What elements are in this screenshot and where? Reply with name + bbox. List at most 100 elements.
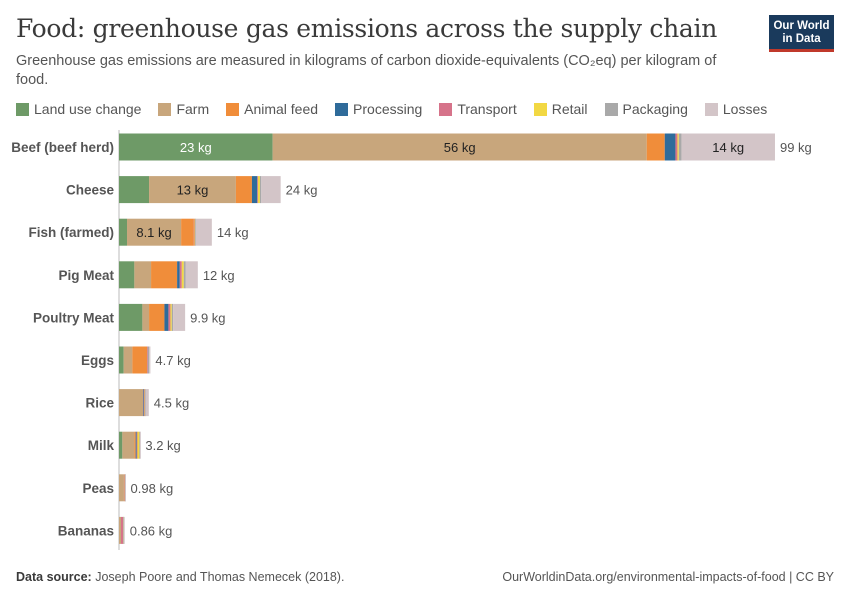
category-label: Rice xyxy=(85,396,114,411)
category-label: Beef (beef herd) xyxy=(11,140,114,155)
total-value-label: 12 kg xyxy=(203,268,235,283)
source-url-link[interactable]: OurWorldinData.org/environmental-impacts… xyxy=(502,570,834,584)
bar-segment-losses[interactable] xyxy=(681,133,775,161)
legend-label: Packaging xyxy=(622,101,688,117)
bar-segment-retail[interactable] xyxy=(144,389,146,417)
bar-segment-processing[interactable] xyxy=(143,389,144,417)
bar-segment-packaging[interactable] xyxy=(144,389,146,417)
bar-segment-farm[interactable] xyxy=(123,346,133,374)
bar-segment-farm[interactable] xyxy=(127,218,182,246)
legend-label: Land use change xyxy=(34,101,142,117)
bar-segment-animal-feed[interactable] xyxy=(181,218,194,246)
total-value-label: 9.9 kg xyxy=(190,310,225,325)
bar-segment-losses[interactable] xyxy=(145,389,149,417)
bar-segment-retail[interactable] xyxy=(170,303,172,331)
bar-segment-retail[interactable] xyxy=(137,431,140,459)
bar-segment-packaging[interactable] xyxy=(171,303,174,331)
bar-segment-packaging[interactable] xyxy=(183,261,186,289)
bar-segment-packaging[interactable] xyxy=(123,516,124,544)
bar-segment-land-use-change[interactable] xyxy=(119,176,150,204)
total-value-label: 14 kg xyxy=(217,225,249,240)
category-label: Eggs xyxy=(81,353,114,368)
bar-segment-farm[interactable] xyxy=(119,474,124,502)
bar-segment-retail[interactable] xyxy=(677,133,679,161)
bar-segment-transport[interactable] xyxy=(675,133,678,161)
bar-segment-losses[interactable] xyxy=(125,474,126,502)
legend-item-processing[interactable]: Processing xyxy=(335,101,422,117)
legend-swatch xyxy=(16,102,29,116)
legend-item-retail[interactable]: Retail xyxy=(533,101,588,117)
bar-segment-processing[interactable] xyxy=(164,303,169,331)
legend-label: Animal feed xyxy=(244,101,319,117)
bar-segment-animal-feed[interactable] xyxy=(646,133,665,161)
chart-title: Food: greenhouse gas emissions across th… xyxy=(16,14,718,43)
data-source-text: Joseph Poore and Thomas Nemecek (2018). xyxy=(95,570,345,584)
bar-segment-losses[interactable] xyxy=(140,431,141,459)
bar-segment-processing[interactable] xyxy=(177,261,180,289)
bar-segment-transport[interactable] xyxy=(147,346,148,374)
bar-segment-farm[interactable] xyxy=(272,133,647,161)
chart-subtitle: Greenhouse gas emissions are measured in… xyxy=(16,53,717,88)
category-label: Milk xyxy=(88,438,115,453)
bar-segment-losses[interactable] xyxy=(123,516,125,544)
bar-segment-farm[interactable] xyxy=(142,303,150,331)
bar-segment-farm[interactable] xyxy=(134,261,152,289)
bar-segment-transport[interactable] xyxy=(143,389,145,417)
bar-segment-farm[interactable] xyxy=(149,176,236,204)
legend-item-transport[interactable]: Transport xyxy=(439,101,517,117)
bar-segment-animal-feed[interactable] xyxy=(134,431,136,459)
bar-segment-packaging[interactable] xyxy=(259,176,262,204)
legend-item-packaging[interactable]: Packaging xyxy=(604,101,688,117)
bar-segment-processing[interactable] xyxy=(664,133,676,161)
total-value-label: 0.98 kg xyxy=(131,481,174,496)
bar-segment-packaging[interactable] xyxy=(195,218,196,246)
bar-segment-transport[interactable] xyxy=(121,516,124,544)
bar-segment-losses[interactable] xyxy=(261,176,281,204)
bar-segment-transport[interactable] xyxy=(257,176,259,204)
bar-segment-farm[interactable] xyxy=(119,516,122,544)
bar-segment-losses[interactable] xyxy=(185,261,198,289)
legend-swatch xyxy=(533,102,547,116)
bar-segment-land-use-change[interactable] xyxy=(119,261,135,289)
legend-item-animal-feed[interactable]: Animal feed xyxy=(226,101,318,117)
total-value-label: 0.86 kg xyxy=(130,523,173,538)
bar-segment-transport[interactable] xyxy=(168,303,171,331)
bar-segment-packaging[interactable] xyxy=(139,431,141,459)
logo-line-2: in Data xyxy=(782,33,821,45)
legend-item-losses[interactable]: Losses xyxy=(704,101,767,117)
bar-segment-farm[interactable] xyxy=(122,431,135,459)
data-source-label: Data source: xyxy=(16,570,92,584)
bar-segment-transport[interactable] xyxy=(193,218,195,246)
bar-segment-processing[interactable] xyxy=(135,431,137,459)
bar-segment-land-use-change[interactable] xyxy=(119,346,124,374)
bar-segment-land-use-change[interactable] xyxy=(119,133,273,161)
bar-segment-packaging[interactable] xyxy=(147,346,150,374)
bar-segment-transport[interactable] xyxy=(136,431,138,459)
legend-item-land-use-change[interactable]: Land use change xyxy=(16,101,141,117)
bar-segment-losses[interactable] xyxy=(149,346,151,374)
bar-segment-land-use-change[interactable] xyxy=(119,303,143,331)
bar-segment-transport[interactable] xyxy=(123,474,125,502)
legend-label: Processing xyxy=(353,101,423,117)
bar-segment-processing[interactable] xyxy=(251,176,258,204)
segment-value-label: 8.1 kg xyxy=(136,225,171,240)
bar-segment-animal-feed[interactable] xyxy=(235,176,252,204)
bar-segment-animal-feed[interactable] xyxy=(151,261,178,289)
legend-item-farm[interactable]: Farm xyxy=(158,101,209,117)
bar-segment-animal-feed[interactable] xyxy=(132,346,148,374)
bar-segment-land-use-change[interactable] xyxy=(119,218,128,246)
bar-segment-losses[interactable] xyxy=(195,218,212,246)
bar-segment-packaging[interactable] xyxy=(678,133,682,161)
bar-segment-land-use-change[interactable] xyxy=(119,431,123,459)
bar-segment-losses[interactable] xyxy=(173,303,186,331)
bar-segment-transport[interactable] xyxy=(179,261,182,289)
bar-segment-farm[interactable] xyxy=(119,389,144,417)
legend-swatch xyxy=(604,102,618,116)
legend-label: Transport xyxy=(457,101,517,117)
owid-logo[interactable]: Our World in Data xyxy=(769,15,834,52)
bar-segment-animal-feed[interactable] xyxy=(149,303,165,331)
bar-segment-retail[interactable] xyxy=(194,218,196,246)
total-value-label: 3.2 kg xyxy=(145,438,180,453)
bar-segment-retail[interactable] xyxy=(257,176,260,204)
bar-segment-retail[interactable] xyxy=(181,261,184,289)
